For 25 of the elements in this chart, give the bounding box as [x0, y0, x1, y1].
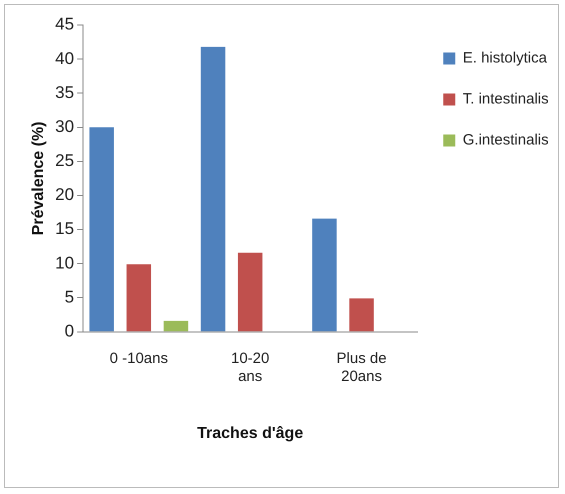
- x-tick-label: 0 -10ans: [110, 350, 168, 367]
- x-axis-title: Traches d'âge: [197, 424, 304, 442]
- x-tick-label: Plus de 20ans: [336, 350, 387, 385]
- y-tick-label: 30: [55, 116, 74, 136]
- x-tick-label: 10-20 ans: [230, 350, 270, 385]
- bar: [349, 298, 374, 332]
- bar: [312, 218, 337, 332]
- y-tick-label: 5: [64, 287, 74, 306]
- y-tick-label: 40: [55, 48, 74, 68]
- bar: [164, 320, 188, 332]
- bar: [126, 264, 152, 332]
- y-axis-title: Prévalence (%): [30, 121, 48, 236]
- legend-label: E. histolytica: [462, 50, 548, 67]
- y-tick-label: 15: [55, 219, 74, 238]
- y-tick-label: 10: [55, 253, 74, 272]
- y-tick-label: 20: [55, 185, 74, 204]
- y-tick-label: 0: [64, 321, 74, 340]
- y-tick-label: 45: [55, 14, 74, 34]
- y-tick-label: 25: [55, 151, 74, 170]
- y-tick-label: 35: [55, 82, 74, 102]
- legend-label: T. intestinalis: [462, 90, 549, 108]
- bar: [238, 252, 262, 332]
- legend-label: G.intestinalis: [462, 132, 549, 149]
- bar: [89, 127, 114, 332]
- bar: [200, 46, 226, 332]
